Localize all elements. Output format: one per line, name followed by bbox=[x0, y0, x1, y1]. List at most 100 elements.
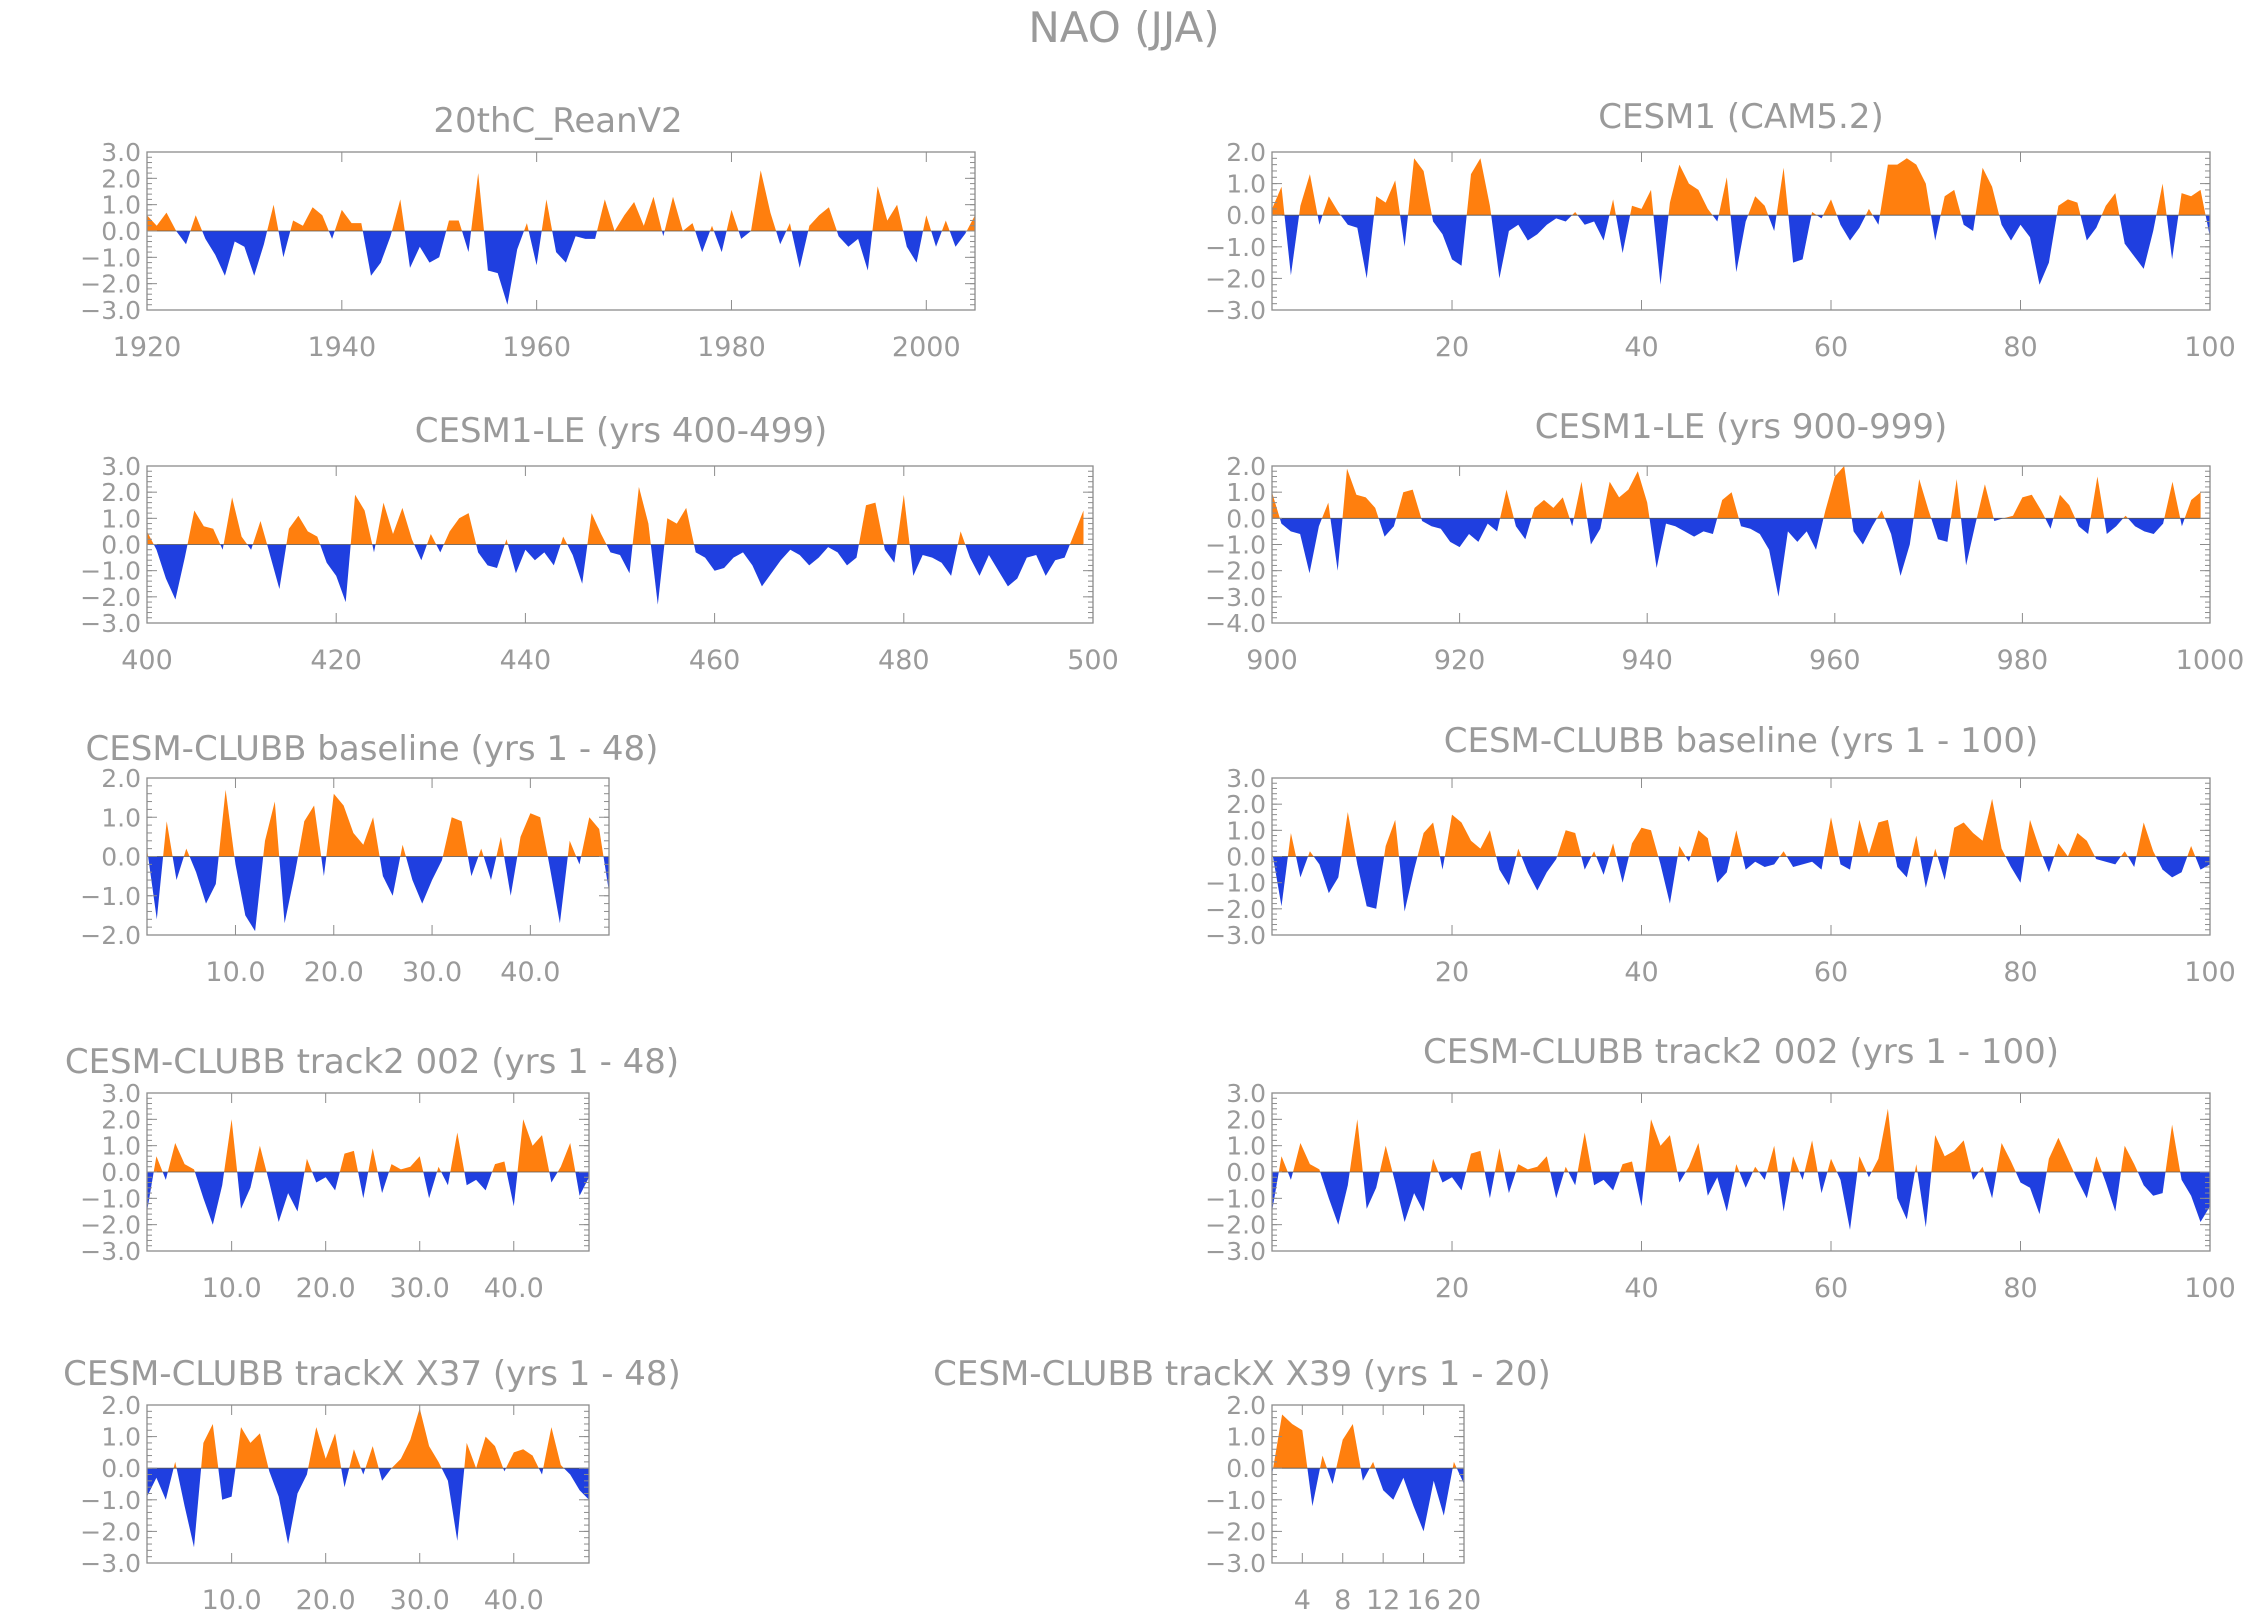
positive-area-14 bbox=[581, 817, 604, 857]
negative-area-2 bbox=[1296, 856, 1308, 878]
negative-area-6 bbox=[1456, 1468, 1464, 1484]
x-tick-label: 40 bbox=[1624, 957, 1658, 988]
y-tick-label: −2.0 bbox=[80, 270, 141, 299]
negative-area-13 bbox=[1788, 215, 1812, 263]
positive-area-9 bbox=[443, 513, 477, 545]
negative-area-13 bbox=[1685, 856, 1691, 862]
y-tick-label: −2.0 bbox=[80, 921, 141, 950]
negative-area-14 bbox=[1816, 215, 1824, 219]
positive-area-6 bbox=[391, 199, 405, 231]
positive-area-7 bbox=[391, 1408, 442, 1469]
x-tick-label: 100 bbox=[2184, 957, 2236, 988]
positive-area-12 bbox=[1645, 1119, 1678, 1172]
positive-area-5 bbox=[349, 1449, 361, 1469]
y-tick-label: 0.0 bbox=[1226, 1158, 1266, 1187]
panel-2: 2.0 1.00.0 −1.0−2.0 −3.0 20 40 60 80 100 CESM1 (C… bbox=[1205, 97, 2235, 363]
negative-area-3 bbox=[1313, 856, 1342, 894]
y-tick-label: 1.0 bbox=[1226, 478, 1266, 507]
negative-area-5 bbox=[1375, 1468, 1453, 1532]
negative-area-4 bbox=[328, 231, 335, 239]
x-tick-label: 20 bbox=[1435, 957, 1469, 988]
positive-area-13 bbox=[1677, 846, 1686, 857]
negative-area-13 bbox=[650, 544, 665, 605]
positive-area-20 bbox=[1857, 1156, 1867, 1172]
positive-area-20 bbox=[2184, 492, 2201, 519]
x-tick-label: 8 bbox=[1334, 1585, 1351, 1612]
negative-area-17 bbox=[836, 231, 873, 271]
negative-area-1 bbox=[1272, 1172, 1279, 1212]
x-tick-label: 4 bbox=[1294, 1585, 1311, 1612]
negative-area-5 bbox=[320, 544, 351, 603]
positive-area-9 bbox=[1717, 492, 1739, 519]
x-tick-label: 10.0 bbox=[202, 1273, 262, 1304]
positive-area-6 bbox=[1466, 158, 1492, 216]
y-tick-label: 0.0 bbox=[101, 1454, 141, 1483]
x-tick-label: 30.0 bbox=[390, 1585, 450, 1612]
positive-area-1 bbox=[1273, 1414, 1308, 1469]
negative-area-5 bbox=[1431, 215, 1467, 266]
x-tick-label: 60 bbox=[1814, 957, 1848, 988]
x-tick-label: 30.0 bbox=[390, 1273, 450, 1304]
negative-area-7 bbox=[358, 1172, 369, 1199]
positive-area-12 bbox=[1628, 827, 1659, 857]
negative-area-17 bbox=[1931, 215, 1941, 241]
negative-area-4 bbox=[268, 1468, 309, 1544]
negative-area-8 bbox=[1615, 215, 1631, 254]
positive-area-21 bbox=[1871, 1108, 1895, 1172]
negative-area-3 bbox=[1340, 215, 1374, 279]
negative-area-11 bbox=[1591, 1172, 1620, 1191]
negative-area-24 bbox=[1971, 1172, 1979, 1180]
y-tick-label: 2.0 bbox=[101, 1105, 141, 1134]
negative-area-2 bbox=[1287, 1172, 1293, 1180]
positive-area-10 bbox=[478, 848, 484, 857]
negative-area-8 bbox=[436, 544, 444, 553]
positive-area-17 bbox=[808, 207, 837, 231]
positive-area-12 bbox=[664, 196, 696, 231]
positive-area-6 bbox=[298, 805, 322, 857]
positive-area-13 bbox=[1950, 479, 1961, 519]
negative-area-6 bbox=[321, 856, 327, 877]
negative-area-2 bbox=[176, 1468, 202, 1548]
positive-area-10 bbox=[1591, 851, 1597, 857]
positive-area-15 bbox=[1730, 830, 1743, 857]
positive-area-20 bbox=[1933, 848, 1938, 857]
negative-area-10 bbox=[483, 856, 497, 880]
negative-area-8 bbox=[1504, 1172, 1516, 1194]
negative-area-9 bbox=[1738, 518, 1824, 597]
negative-area-22 bbox=[2042, 856, 2055, 873]
positive-area-3 bbox=[1336, 1424, 1361, 1469]
positive-area-2 bbox=[163, 821, 173, 857]
positive-area-11 bbox=[1619, 1161, 1635, 1172]
negative-area-3 bbox=[1327, 1468, 1337, 1484]
negative-area-15 bbox=[776, 231, 787, 245]
positive-area-15 bbox=[1752, 1166, 1759, 1172]
negative-area-3 bbox=[218, 1468, 236, 1500]
positive-area-14 bbox=[726, 209, 739, 231]
negative-area-18 bbox=[2127, 518, 2165, 534]
negative-area-14 bbox=[694, 544, 859, 587]
positive-area-4 bbox=[1396, 489, 1422, 519]
negative-area-14 bbox=[603, 856, 609, 892]
positive-area-13 bbox=[1685, 1143, 1704, 1172]
negative-area-14 bbox=[575, 1172, 589, 1196]
negative-area-8 bbox=[377, 1172, 389, 1194]
positive-area-16 bbox=[786, 223, 792, 231]
negative-area-22 bbox=[2166, 215, 2179, 260]
negative-area-20 bbox=[2080, 215, 2102, 241]
positive-area-24 bbox=[1978, 1166, 1985, 1172]
negative-area-1 bbox=[147, 1172, 154, 1212]
positive-area-4 bbox=[1341, 812, 1356, 857]
negative-area-1 bbox=[1272, 856, 1288, 907]
y-tick-label: 1.0 bbox=[101, 1132, 141, 1161]
plot-frame bbox=[1271, 1404, 1465, 1564]
positive-area-19 bbox=[1827, 1158, 1837, 1172]
x-tick-label: 20.0 bbox=[304, 957, 364, 988]
positive-area-5 bbox=[334, 209, 363, 231]
positive-area-16 bbox=[1865, 208, 1873, 216]
y-tick-label: 1.0 bbox=[1226, 1132, 1266, 1161]
negative-area-10 bbox=[441, 1172, 451, 1186]
positive-area-13 bbox=[557, 1143, 576, 1172]
panel-title: CESM-CLUBB track2 002 (yrs 1 - 100) bbox=[1423, 1032, 2059, 1072]
negative-area-3 bbox=[189, 856, 219, 904]
negative-area-26 bbox=[2195, 856, 2210, 870]
